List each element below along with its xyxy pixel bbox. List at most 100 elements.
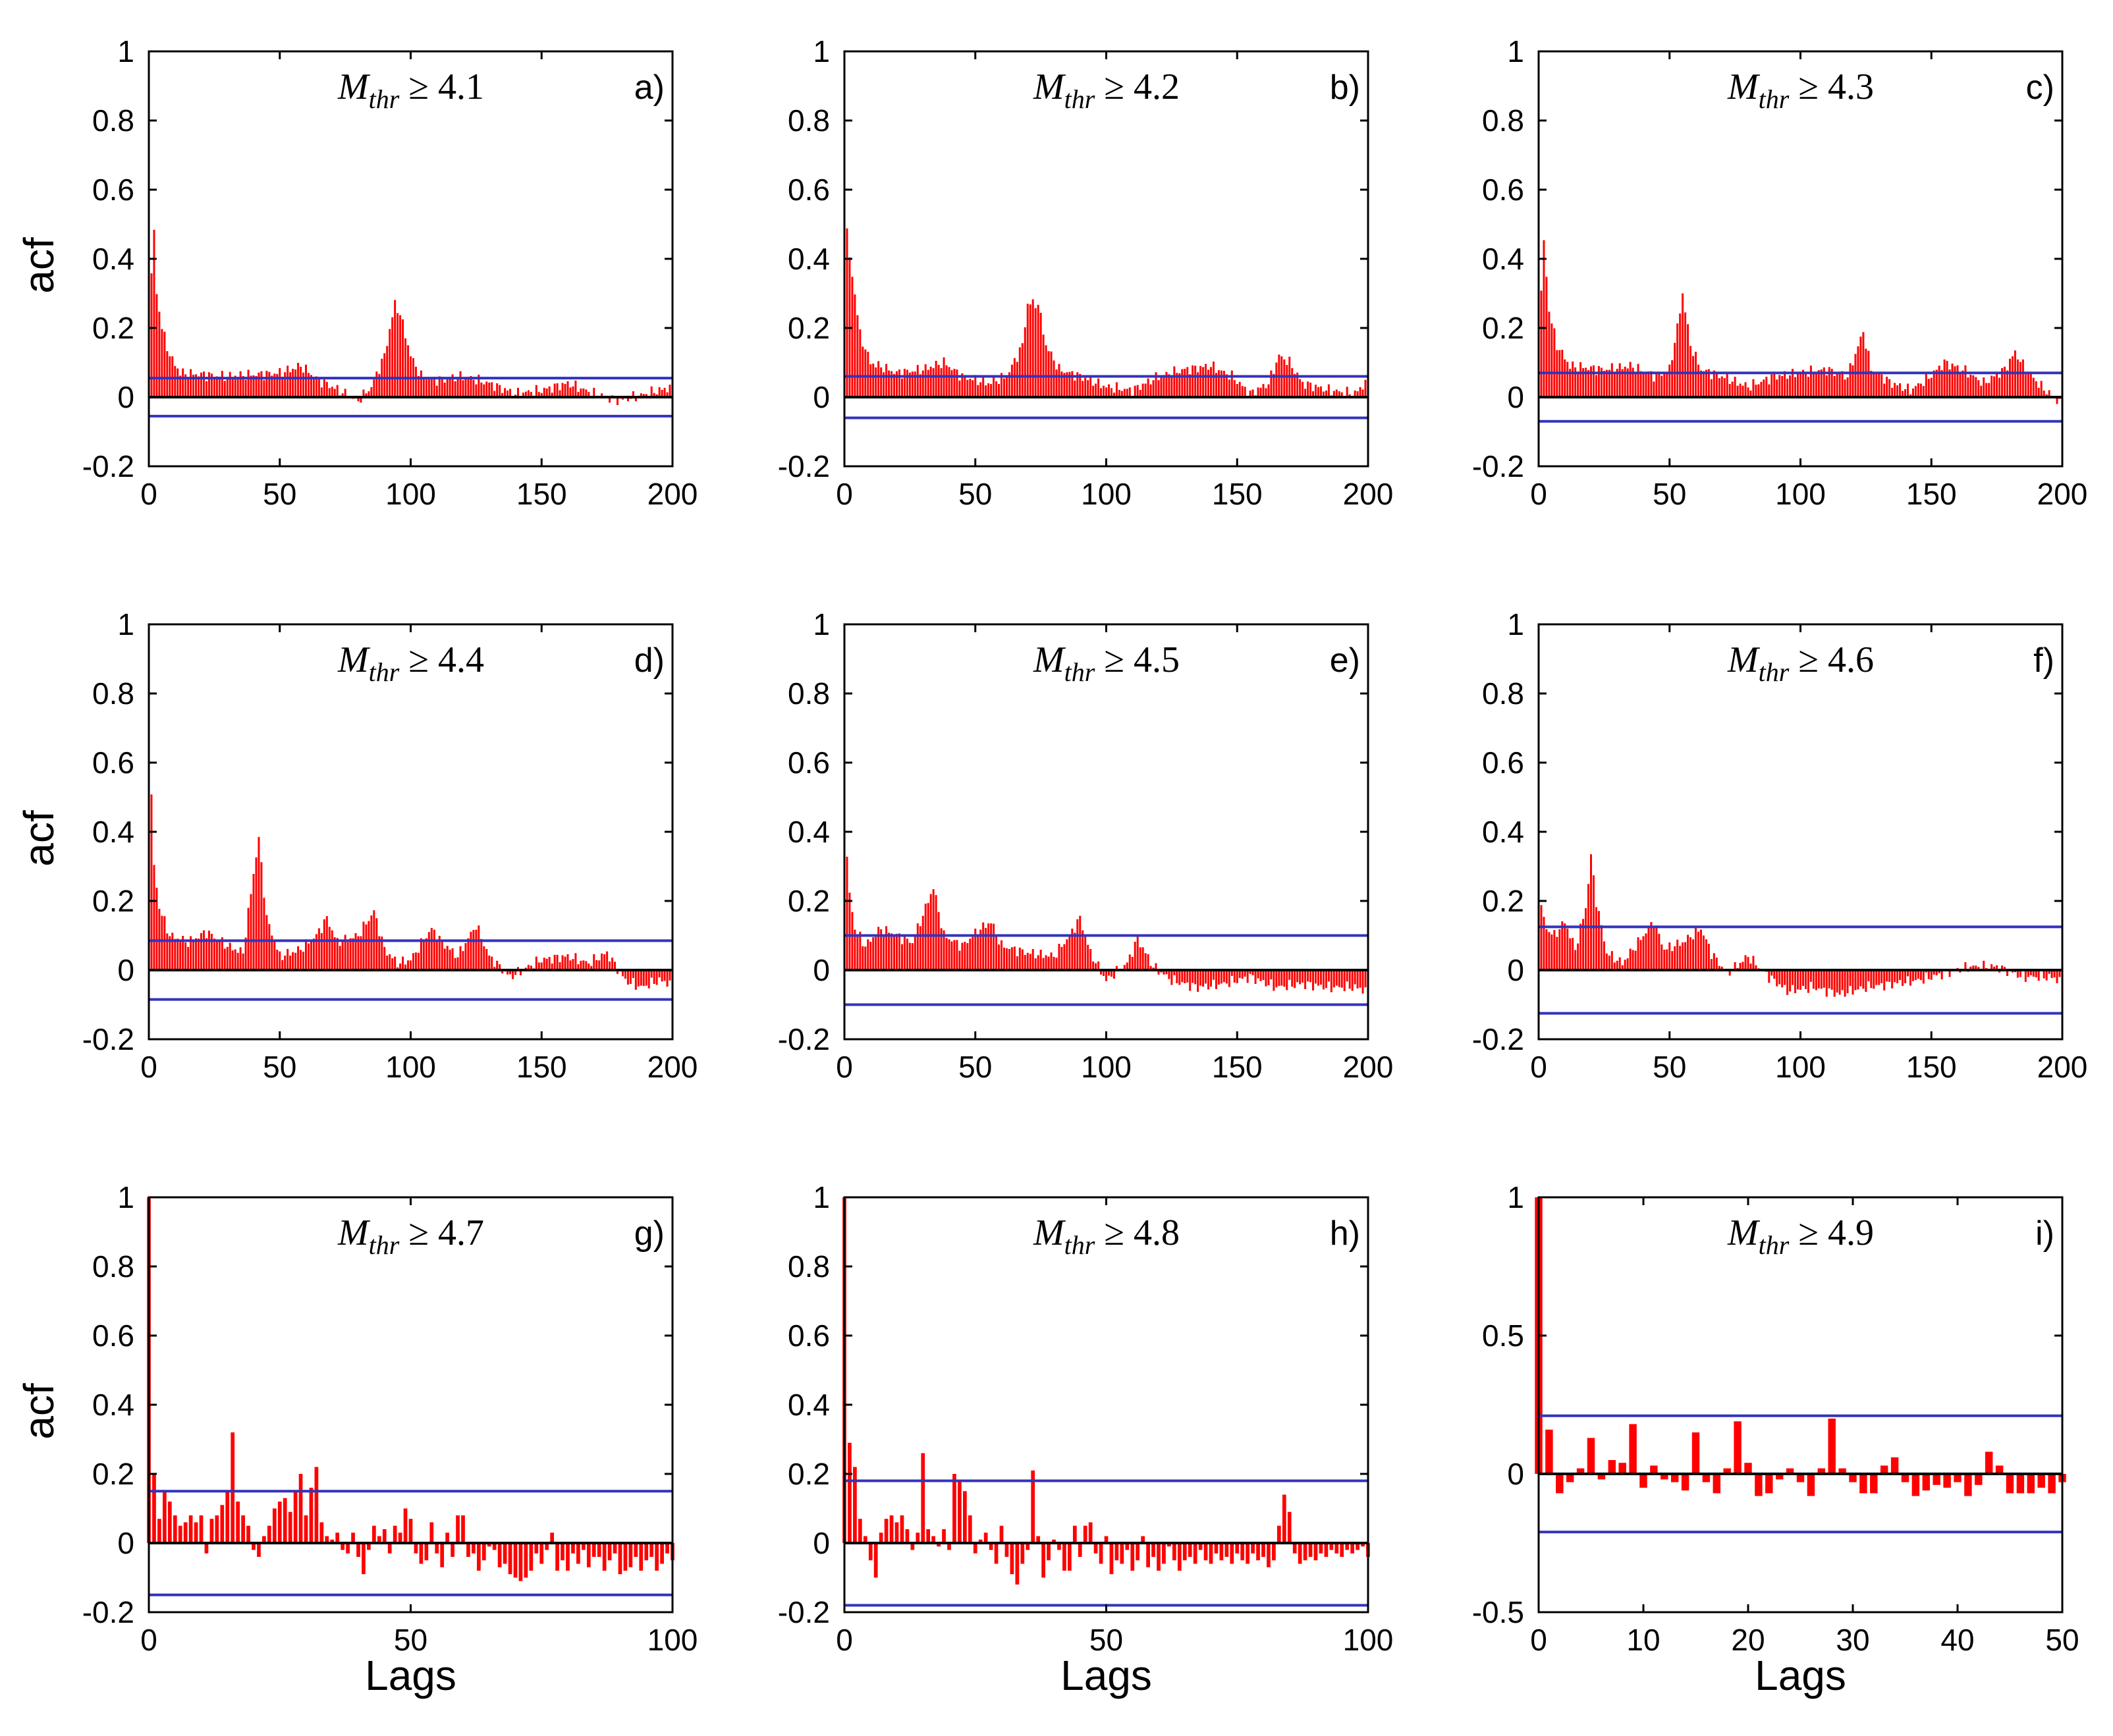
acf-bar [1163, 375, 1165, 397]
acf-bar [1867, 970, 1870, 981]
acf-bar [1016, 956, 1018, 970]
acf-bar [966, 943, 969, 970]
acf-bar [310, 375, 312, 397]
acf-bar [1914, 386, 1917, 397]
acf-bar [1642, 371, 1645, 397]
acf-bar [1629, 362, 1632, 397]
acf-bar [1112, 970, 1115, 979]
acf-bar [1134, 385, 1136, 397]
acf-bar [634, 1543, 638, 1557]
acf-bar [472, 1543, 476, 1554]
acf-bar [1713, 953, 1715, 970]
acf-bar [580, 388, 582, 398]
acf-bar [1752, 379, 1755, 397]
acf-bar [900, 1515, 904, 1543]
acf-bar [1361, 970, 1364, 994]
acf-bar [1621, 369, 1624, 397]
acf-bar [666, 970, 669, 987]
acf-bar [1074, 380, 1076, 397]
acf-bar [607, 1543, 612, 1561]
y-tick-label: 1 [813, 1180, 830, 1214]
acf-bar [2045, 394, 2048, 397]
acf-bar [368, 921, 370, 970]
acf-bar [858, 1519, 862, 1543]
acf-bar [1230, 970, 1233, 976]
acf-bar [1039, 950, 1042, 970]
acf-bar [891, 371, 893, 398]
panel-label: h) [1330, 1214, 1360, 1253]
acf-bar [577, 392, 580, 398]
acf-bar [1569, 368, 1572, 397]
acf-bar [410, 356, 412, 397]
plot-area [149, 51, 672, 466]
acf-bar [1977, 967, 1980, 970]
acf-bar [1577, 371, 1579, 397]
acf-bar [1804, 970, 1807, 989]
acf-bar [1088, 1522, 1093, 1543]
acf-bar [896, 371, 898, 398]
acf-bar [1026, 1543, 1030, 1550]
acf-bar [370, 387, 373, 397]
acf-bar [1219, 1543, 1224, 1561]
acf-bar [1605, 369, 1608, 397]
acf-bar [1181, 369, 1184, 397]
acf-bar [1120, 1543, 1124, 1564]
acf-bar [888, 370, 891, 397]
acf-bar [163, 331, 166, 397]
acf-bar [632, 391, 634, 397]
acf-bar [202, 930, 205, 971]
acf-bar [1058, 944, 1060, 970]
acf-bar [204, 1543, 209, 1554]
acf-bar [1809, 366, 1812, 397]
acf-bar [1348, 970, 1351, 989]
x-axis-label: Lags [1755, 1652, 1846, 1699]
acf-bar [1249, 970, 1251, 974]
acf-bar [1859, 337, 1862, 398]
acf-bar [1031, 1470, 1035, 1543]
acf-bar [2027, 372, 2029, 397]
acf-bar [188, 1515, 193, 1543]
acf-bar [492, 1543, 497, 1550]
acf-bar [393, 1525, 397, 1543]
threshold-label: Mthr ≥ 4.6 [1727, 639, 1874, 687]
acf-bar [449, 378, 451, 397]
acf-bar [1282, 1494, 1286, 1543]
acf-bar [1151, 1543, 1155, 1557]
acf-bar [1749, 391, 1752, 397]
acf-bar [885, 926, 888, 970]
acf-bar [1632, 950, 1634, 970]
acf-bar [574, 380, 577, 397]
acf-bar [1173, 970, 1176, 975]
acf-bar [1886, 377, 1888, 397]
acf-bar [195, 374, 198, 397]
acf-bar [1911, 1474, 1920, 1496]
acf-bar [1141, 383, 1144, 397]
acf-bar [1846, 970, 1849, 994]
acf-bar [1720, 376, 1723, 397]
acf-bar [993, 923, 995, 970]
acf-bar [1118, 389, 1120, 397]
acf-bar [530, 965, 532, 970]
acf-bar [1995, 1465, 2004, 1474]
acf-bar [1540, 290, 1543, 397]
acf-bar [911, 371, 914, 397]
acf-bar [1149, 965, 1152, 970]
acf-bar [225, 1491, 230, 1543]
x-tick-label: 100 [385, 477, 436, 511]
y-tick-label: 0.2 [788, 1457, 830, 1491]
acf-bar [1917, 970, 1919, 979]
acf-bar [215, 939, 218, 970]
acf-bar [1820, 369, 1823, 397]
acf-bar [924, 904, 927, 970]
acf-bar [1691, 1432, 1700, 1474]
x-tick-label: 100 [1343, 1623, 1394, 1657]
acf-bar [1873, 373, 1875, 397]
x-tick-label: 40 [1940, 1623, 1974, 1657]
acf-bar [626, 397, 629, 402]
acf-bar [1618, 363, 1621, 397]
acf-bar [1078, 1543, 1082, 1557]
acf-bar [404, 964, 407, 970]
acf-bar [987, 923, 990, 971]
acf-bar [867, 352, 869, 397]
